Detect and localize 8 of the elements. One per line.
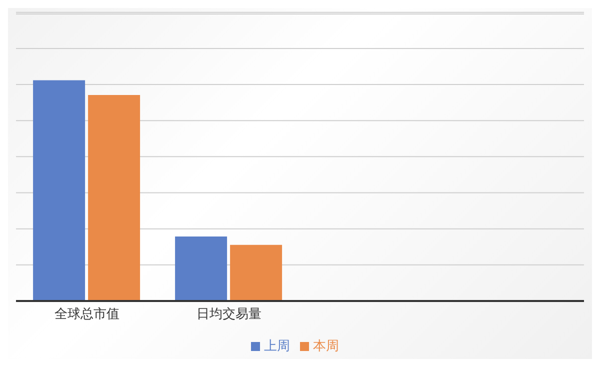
bar — [88, 95, 140, 301]
bar — [175, 236, 228, 301]
bar — [33, 80, 86, 301]
legend-label: 本周 — [313, 339, 339, 354]
legend-label: 上周 — [264, 339, 290, 354]
x-tick-label: 全球总市值 — [54, 307, 120, 322]
bar — [230, 244, 282, 301]
x-tick-label: 日均交易量 — [196, 306, 262, 322]
